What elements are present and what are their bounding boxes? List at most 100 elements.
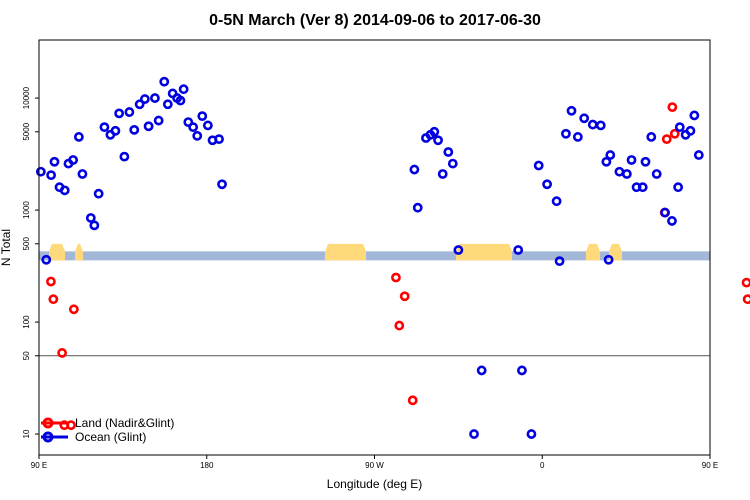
data-point-ocean	[59, 185, 70, 196]
x-axis-ticks: 90 E 180 90 W 0 90 E	[31, 455, 718, 470]
data-point-ocean	[513, 245, 524, 255]
data-point-ocean	[202, 120, 213, 131]
land-patch	[586, 251, 600, 261]
legend-marker-ocean	[42, 431, 54, 443]
land-patch-top	[609, 243, 622, 252]
data-point-ocean	[178, 84, 189, 95]
y-tick-label: 100	[22, 315, 31, 329]
legend-label-ocean: Ocean (Glint)	[75, 430, 146, 444]
x-tick-label: 90 E	[31, 461, 47, 470]
data-point-ocean	[124, 107, 135, 117]
data-point-ocean	[129, 124, 140, 135]
land-patch-top	[586, 243, 600, 252]
data-point-ocean	[651, 169, 662, 179]
data-point-ocean	[93, 188, 104, 199]
data-point-ocean	[35, 166, 46, 177]
data-point-ocean	[110, 125, 121, 136]
x-axis-label: Longitude (deg E)	[327, 477, 422, 491]
data-point-ocean	[673, 182, 684, 193]
ocean-strip	[39, 251, 710, 261]
data-point-ocean	[526, 429, 537, 439]
data-point-ocean	[566, 105, 577, 116]
x-tick-label: 0	[540, 461, 545, 470]
data-point-ocean	[73, 132, 84, 142]
data-point-ocean	[601, 156, 612, 167]
land-patch	[456, 251, 512, 261]
y-tick-label: 50	[22, 351, 31, 360]
data-point-ocean	[542, 179, 552, 190]
legend: Land (Nadir&Glint) Ocean (Glint)	[41, 416, 174, 444]
data-point-ocean	[214, 134, 224, 145]
data-point-ocean	[114, 108, 125, 119]
data-point-ocean	[77, 169, 88, 179]
y-axis-label: N Total	[0, 229, 13, 266]
land-patch-top	[75, 243, 83, 252]
data-point-land	[46, 276, 56, 287]
data-point-ocean	[554, 256, 565, 267]
data-point-ocean	[621, 169, 632, 179]
data-point-ocean	[41, 254, 52, 265]
data-point-ocean	[217, 179, 227, 190]
data-point-ocean	[175, 95, 186, 106]
data-point-land	[742, 294, 750, 305]
data-point-ocean	[605, 150, 616, 160]
data-point-ocean	[429, 126, 440, 137]
y-tick-label: 500	[22, 237, 31, 251]
land-patch	[609, 251, 622, 261]
data-point-ocean	[46, 170, 57, 181]
land-patch	[49, 251, 65, 261]
data-point-ocean	[674, 122, 685, 133]
x-tick-label: 180	[200, 461, 214, 470]
data-point-ocean	[587, 119, 598, 130]
data-point-ocean	[447, 158, 458, 169]
data-point-ocean	[689, 110, 700, 121]
data-point-ocean	[159, 76, 170, 87]
data-point-land	[57, 348, 68, 358]
data-point-ocean	[603, 254, 614, 265]
data-point-ocean	[412, 202, 423, 213]
data-point-ocean	[89, 220, 100, 231]
data-point-ocean	[437, 169, 448, 179]
land-patch	[75, 251, 83, 261]
x-tick-label: 90 E	[702, 461, 718, 470]
data-point-ocean	[192, 130, 203, 141]
land-patch-top	[49, 243, 65, 252]
data-point-ocean	[139, 94, 150, 104]
y-tick-label: 10	[22, 429, 31, 438]
data-point-ocean	[595, 120, 606, 131]
data-point-ocean	[637, 182, 648, 193]
data-point-ocean	[409, 164, 420, 175]
data-point-ocean	[150, 93, 160, 103]
data-point-ocean	[533, 160, 544, 171]
land-patch	[325, 251, 366, 261]
legend-item-ocean: Ocean (Glint)	[41, 430, 146, 444]
data-point-ocean	[561, 128, 571, 139]
data-point-ocean	[99, 122, 110, 133]
data-point-ocean	[119, 151, 130, 162]
land-band	[39, 243, 710, 261]
plot-frame	[38, 39, 711, 456]
data-point-ocean	[685, 125, 696, 136]
data-point-ocean	[551, 196, 562, 207]
y-axis-ticks: 10 50 100 500 1000 5000 10000	[22, 86, 39, 439]
data-point-ocean	[443, 147, 454, 157]
data-point-ocean	[476, 365, 487, 376]
data-point-ocean	[49, 156, 60, 167]
land-patch-top	[325, 243, 366, 252]
data-point-ocean	[572, 132, 583, 142]
data-point-land	[391, 272, 401, 283]
data-point-ocean	[85, 213, 96, 223]
land-patch-top	[456, 243, 512, 252]
data-point-ocean	[134, 99, 145, 110]
data-point-ocean	[614, 166, 625, 177]
data-point-ocean	[626, 155, 637, 165]
data-point-ocean	[197, 111, 208, 122]
data-point-land	[669, 128, 680, 139]
data-point-land	[667, 102, 678, 113]
data-point-land	[407, 395, 418, 406]
y-tick-label: 5000	[22, 122, 31, 140]
data-point-ocean	[579, 113, 590, 124]
y-tick-label: 10000	[22, 86, 31, 109]
chart-title: 0-5N March (Ver 8) 2014-09-06 to 2017-06…	[209, 12, 541, 29]
